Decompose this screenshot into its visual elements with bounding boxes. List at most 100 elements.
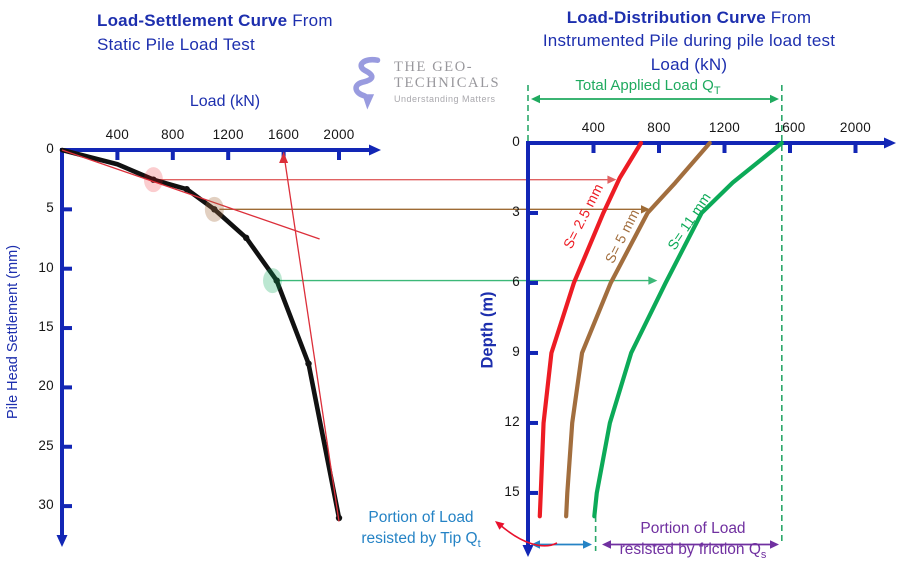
distribution-chart-y-tick-label: 12 [504,413,520,429]
friction-resistance-note-line2: resisted by friction Qs [598,539,788,564]
right-load-axis-title: Load (kN) [650,55,728,74]
failure-load-arrowhead [279,152,289,163]
distribution-chart-x-tick-label: 800 [647,120,671,135]
distribution-chart-x-tick-label: 1600 [774,120,806,135]
settlement-chart-x-tick-label: 1200 [212,127,244,142]
data-point-marker [183,185,190,193]
settlement-chart-y-axis-tick [64,207,72,212]
settlement-chart-x-tick-label: 1600 [267,127,300,142]
tip-resistance-subscript: t [477,538,481,551]
settlement-chart-y-tick-label: 25 [38,437,54,453]
data-point-marker [273,277,280,284]
logo-tagline: Understanding Matters [394,94,496,104]
friction-resistance-note-line1: Portion of Load [640,520,746,537]
depth-axis-title: Depth (m) [478,291,497,369]
settlement-chart-y-axis-tick [64,504,72,509]
logo-swirl-icon [353,56,381,110]
distribution-chart-y-axis-tick [530,350,538,355]
settlement-chart-y-axis-tick [64,385,72,390]
total-applied-load-subscript: T [713,85,721,97]
settlement-chart-y-tick-label: 5 [46,200,54,216]
highlight-ellipse-3 [263,268,283,294]
settlement-chart-x-axis-arrowhead [369,144,381,156]
distribution-chart-y-tick-label: 6 [512,273,520,289]
total-applied-load-arrow-right-arrowhead [770,94,779,104]
left-chart-title-line1: Load-Settlement Curve From [97,9,333,33]
friction-load-span-arrow-left-arrowhead [602,540,611,549]
right-chart-title-rest: From [765,8,812,27]
settlement-chart-x-axis-tick [337,152,341,160]
settlement-chart-x-axis-tick [226,152,231,160]
geo-technicals-logo: THE GEO- TECHNICALS Understanding Matter… [352,56,500,112]
friction-resistance-subscript: s [760,549,767,562]
settlement-chart-y-axis-tick [64,266,72,271]
curve-label-1: S= 2.5 mm [559,180,607,252]
distribution-curve-1 [537,140,644,519]
right-chart-title-bold: Load-Distribution Curve [566,8,766,27]
settlement-chart-y-tick-label: 0 [46,141,54,156]
data-point-marker [211,206,218,213]
left-chart-title-bold: Load-Settlement Curve [97,11,288,30]
settlement-chart-y-tick-label: 15 [38,319,54,335]
left-chart-title-line2: Static Pile Load Test [97,35,255,54]
distribution-chart-x-tick-label: 400 [581,120,606,135]
highlight-ellipse-1 [143,167,163,193]
settlement-chart-x-tick-label: 800 [161,127,185,142]
left-chart-title-rest: From [287,11,333,30]
settlement-chart-y-axis-tick [64,326,72,331]
distribution-chart-x-axis-tick [657,145,661,153]
distribution-chart-y-axis-tick [530,490,538,495]
distribution-chart-y-tick-label: 9 [512,343,520,359]
total-applied-load-arrow-left-arrowhead [531,94,540,104]
distribution-chart-x-tick-label: 1200 [708,120,741,135]
distribution-chart-y-tick-label: 15 [504,483,520,499]
distribution-chart-y-tick-label: 3 [512,203,520,219]
total-applied-load-label: Total Applied Load QT [538,77,758,97]
settlement-axis-title: Pile Head Settlement (mm) [5,244,21,420]
right-chart-title: Load-Distribution Curve From Instrumente… [498,6,880,76]
total-applied-load-text: Total Applied Load Q [575,77,714,94]
distribution-chart-y-axis-tick [530,280,538,285]
distribution-chart-y-axis-arrowhead [522,545,534,557]
settlement-chart-y-axis-tick [64,444,72,449]
tip-callout-curve [498,523,558,547]
tip-load-span-arrow-right-arrowhead [583,540,592,549]
right-chart-title-line1: Load-Distribution Curve From [498,6,880,29]
logo-name-line2: TECHNICALS [394,75,501,91]
settlement-chart-y-tick-label: 30 [38,497,54,513]
tip-callout-arrowhead [495,521,505,530]
distribution-chart-x-axis-arrowhead [884,137,896,149]
final-tangent-line [282,152,340,522]
distribution-chart-x-axis-tick [722,145,727,153]
settlement-chart-x-axis-tick [115,152,120,160]
left-chart-title: Load-Settlement Curve From Static Pile L… [97,9,333,57]
data-point-marker [305,360,312,367]
tip-resistance-note: Portion of Load resisted by Tip Qt [346,507,496,555]
tip-resistance-note-line1: Portion of Load [368,509,474,526]
settlement-chart-y-tick-label: 10 [38,259,54,275]
right-chart-title-line2: Instrumented Pile during pile load test [542,31,836,50]
friction-load-span-arrow-right-arrowhead [770,540,779,549]
settlement-chart-y-axis-arrowhead [56,535,68,547]
connector-arrowhead-1 [607,175,617,184]
distribution-chart-y-axis-tick [530,210,538,215]
initial-tangent-line [61,149,320,240]
logo-name-line1: THE GEO- [394,59,474,75]
distribution-chart-x-axis-tick [788,145,792,153]
data-point-marker [243,234,250,242]
distribution-chart-x-axis-tick [853,145,858,153]
friction-resistance-note-text: resisted by friction Q [619,541,761,558]
settlement-chart-y-tick-label: 20 [38,378,54,394]
settlement-chart-x-tick-label: 400 [105,127,130,142]
connector-arrowhead-3 [648,276,658,285]
friction-resistance-note: Portion of Load resisted by friction Qs [598,518,788,564]
left-load-axis-title: Load (kN) [189,93,261,110]
logo-text: THE GEO- TECHNICALS Understanding Matter… [394,56,500,104]
distribution-chart-y-axis-tick [530,420,538,425]
distribution-curve-3 [592,140,784,519]
settlement-chart-x-tick-label: 2000 [323,127,355,142]
settlement-chart-x-axis-tick [170,152,175,160]
distribution-chart-x-axis-tick [591,145,596,153]
